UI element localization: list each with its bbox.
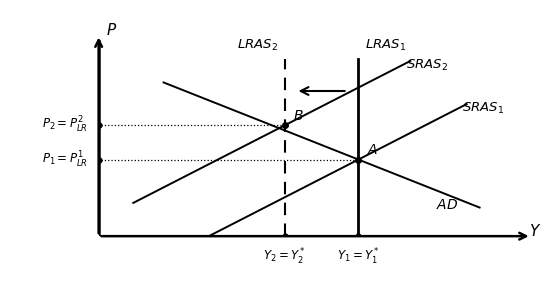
Text: $Y_2=Y^*_2$: $Y_2=Y^*_2$ [264,247,306,267]
Text: $SRAS_1$: $SRAS_1$ [463,101,504,116]
Text: $P_1=P^1_{LR}$: $P_1=P^1_{LR}$ [42,149,88,170]
Text: $AD$: $AD$ [436,198,459,213]
Text: $P$: $P$ [106,22,117,38]
Text: $LRAS_1$: $LRAS_1$ [365,38,406,53]
Text: $SRAS_2$: $SRAS_2$ [406,58,448,73]
Text: $LRAS_2$: $LRAS_2$ [237,38,278,53]
Text: $B$: $B$ [294,109,304,123]
Text: $P_2=P^2_{LR}$: $P_2=P^2_{LR}$ [42,115,88,135]
Text: $A$: $A$ [367,143,378,157]
Text: $Y_1=Y^*_1$: $Y_1=Y^*_1$ [337,247,380,267]
Text: $Y$: $Y$ [529,223,542,239]
